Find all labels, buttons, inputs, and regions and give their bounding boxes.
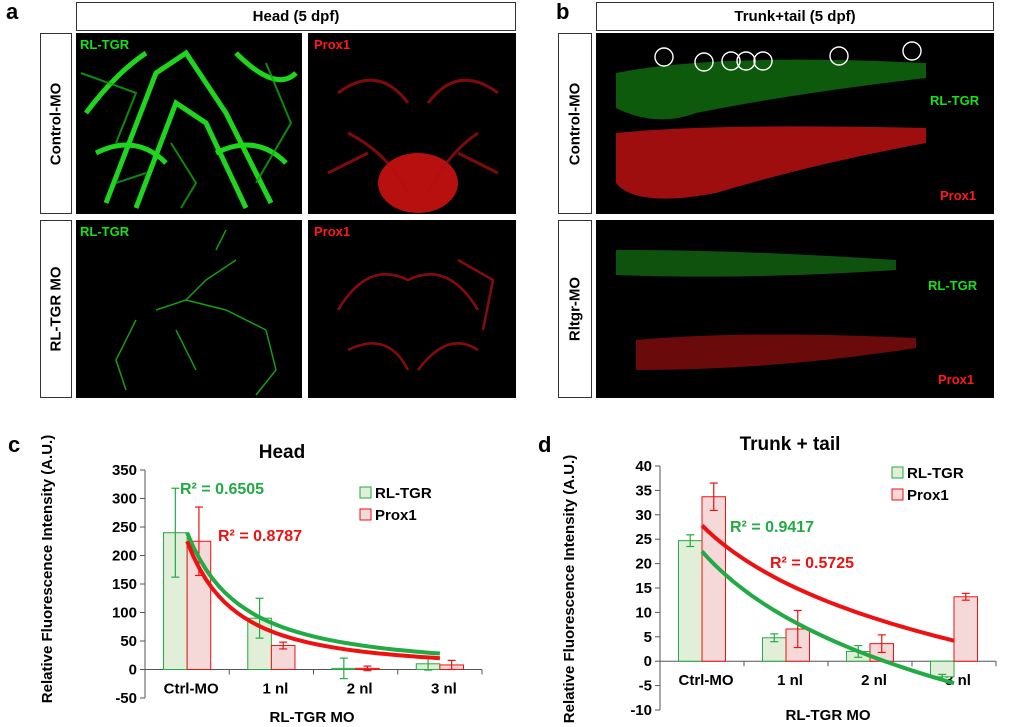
panel-b-row-label-control: Control-MO [558,33,592,214]
y-tick-label: 35 [635,482,652,499]
trunk-knockdown-stain [616,250,916,370]
y-tick-label: -50 [115,690,137,707]
trend-line-rl-tgr [185,531,441,656]
y-tick-label: 150 [112,576,137,593]
head-control-green-label: RL-TGR [80,37,130,52]
bar [701,496,727,662]
trunk-control-red-label: Prox1 [940,188,977,203]
y-tick-label: 40 [635,458,652,475]
trunk-control-image [596,33,994,214]
y-tick-label: -5 [639,678,652,695]
chart-title: Trunk + tail [740,434,841,455]
x-axis-label: RL-TGR MO [786,707,871,724]
y-tick-label: 15 [635,580,652,597]
y-tick-label: 20 [635,556,652,573]
r2-annotation-red: R² = 0.5725 [770,555,854,572]
panel-letter-d: d [538,432,552,457]
r2-annotation-green: R² = 0.6505 [180,481,264,498]
y-tick-label: 25 [635,531,652,548]
y-axis-label: Relative Fluorescence Intensity (A.U.) [561,455,578,723]
y-tick-label: 300 [112,491,137,508]
head-control-green-image [76,33,302,214]
x-tick-label: Ctrl-MO [679,672,734,689]
trunk-knockdown-green-label: RL-TGR [928,278,978,293]
trunk-control-green-label: RL-TGR [930,93,980,108]
y-tick-label: 200 [112,548,137,565]
x-axis-label: RL-TGR MO [270,709,355,726]
y-tick-label: 350 [112,462,137,479]
panel-b-header: Trunk+tail (5 dpf) [596,2,994,31]
trend-line-rl-tgr [700,550,955,686]
head-control-green-vessels [80,49,298,210]
panel-letter-c: c [8,432,21,457]
panel-a-header: Head (5 dpf) [76,2,516,31]
x-tick-label: 2 nl [861,672,887,689]
x-tick-label: 2 nl [347,681,373,698]
legend-rl-tgr: RL-TGR [907,465,964,482]
chart-legend: RL-TGR Prox1 [891,465,964,504]
legend-rl-tgr: RL-TGR [375,485,432,502]
head-control-red-stain [327,78,499,213]
panel-b-row-label-knockdown: Rltgr-MO [558,220,592,398]
panel-a-row-label-knockdown: RL-TGR MO [40,220,72,398]
r2-annotation-red: R² = 0.8787 [218,528,302,545]
y-tick-label: 250 [112,519,137,536]
head-control-red-label: Prox1 [314,37,351,52]
head-knockdown-red-image [308,220,516,398]
y-tick-label: 30 [635,507,652,524]
chart-legend: RL-TGR Prox1 [359,485,432,524]
trunk-knockdown-red-label: Prox1 [938,372,975,387]
legend-prox1: Prox1 [375,507,417,524]
y-tick-label: 10 [635,604,652,621]
bar [677,540,703,662]
trunk-control-stain [616,41,926,199]
head-control-red-image [308,33,516,214]
x-tick-label: 3 nl [431,681,457,698]
panel-letter-a: a [6,0,19,24]
trunk-knockdown-image [596,220,994,398]
r2-annotation-green: R² = 0.9417 [730,519,814,536]
head-knockdown-green-label: RL-TGR [80,224,130,239]
bar [953,596,979,662]
lymphatic-cell-markers [654,41,922,72]
y-tick-label: -10 [630,702,652,719]
head-knockdown-green-image [76,220,302,398]
y-tick-label: 100 [112,605,137,622]
trend-line-prox1 [700,524,955,643]
head-knockdown-green-vessels [115,229,277,396]
y-tick-label: 50 [120,633,137,650]
y-tick-label: 5 [644,629,652,646]
x-tick-label: 1 nl [262,681,288,698]
x-tick-label: Ctrl-MO [164,681,219,698]
panel-letter-b: b [556,0,570,24]
head-knockdown-red-stain [336,258,495,371]
panel-a-row-label-control: Control-MO [40,33,72,214]
head-knockdown-red-label: Prox1 [314,224,351,239]
legend-prox1: Prox1 [907,487,949,504]
x-tick-label: 1 nl [777,672,803,689]
y-axis-label: Relative Fluorescence Intensity (A.U.) [39,435,56,703]
y-tick-label: 0 [129,662,137,679]
trend-line-prox1 [185,540,441,661]
y-tick-label: 0 [644,653,652,670]
chart-title: Head [259,442,305,463]
